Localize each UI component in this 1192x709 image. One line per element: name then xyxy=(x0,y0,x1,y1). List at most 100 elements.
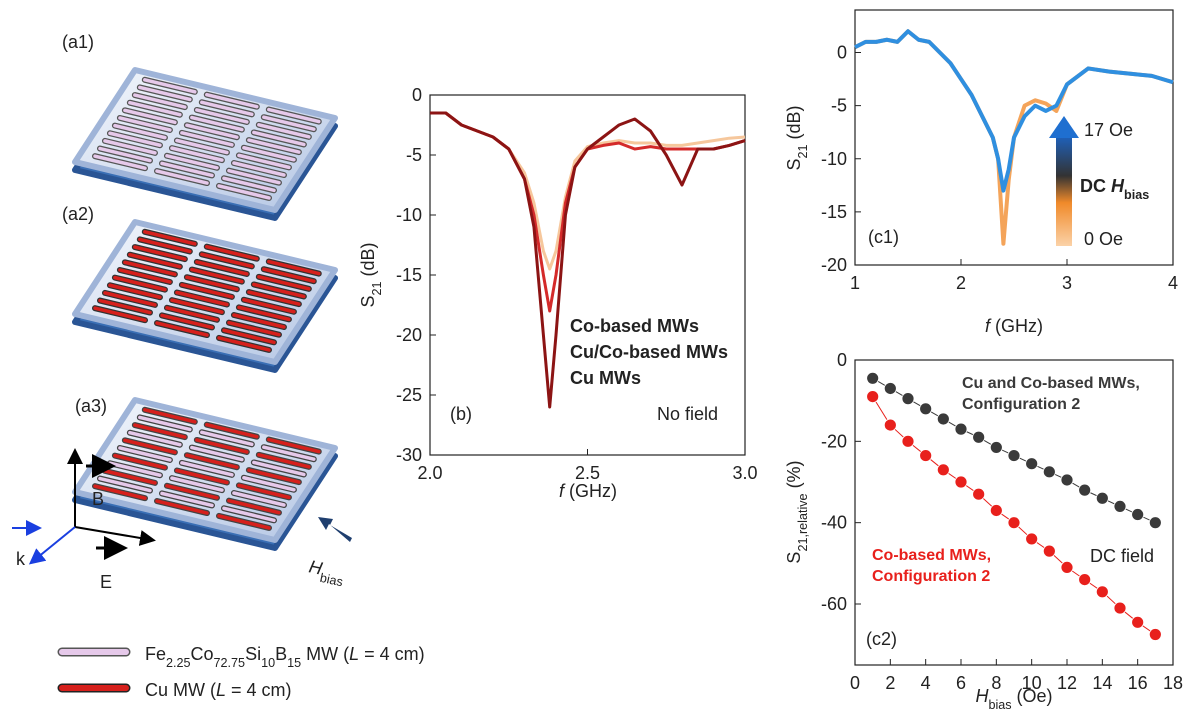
microwire xyxy=(247,138,301,154)
data-point xyxy=(866,390,880,404)
y-tick-label: -40 xyxy=(821,513,847,533)
axis-b: B xyxy=(92,489,104,509)
data-point xyxy=(901,434,915,448)
label-part: H xyxy=(975,686,989,706)
microwire xyxy=(227,320,281,337)
microwire xyxy=(113,123,167,140)
microwire xyxy=(93,154,147,170)
y-tick-label: -10 xyxy=(396,205,422,225)
microwire xyxy=(267,437,321,454)
microwire xyxy=(262,267,316,283)
label-part: = 4 cm) xyxy=(226,680,292,700)
microwire xyxy=(98,476,152,493)
data-point xyxy=(1007,516,1021,530)
label-part: f xyxy=(985,316,992,336)
annotation: No field xyxy=(657,404,718,424)
microwire xyxy=(242,145,296,162)
y-axis-label: S21 (dB) xyxy=(358,242,384,307)
microwire xyxy=(205,422,259,439)
label-part: DC xyxy=(1080,176,1111,196)
data-point xyxy=(883,418,897,432)
microwire xyxy=(98,146,152,163)
series-line xyxy=(430,111,746,409)
legend-title: DC Hbias xyxy=(1080,176,1149,202)
data-point xyxy=(1060,561,1074,574)
microwire xyxy=(175,468,229,485)
microwire xyxy=(232,161,286,177)
label-part: 15 xyxy=(287,656,301,670)
label-part: 21 xyxy=(796,144,810,158)
y-tick-label: 0 xyxy=(412,85,422,105)
microwire xyxy=(237,483,291,500)
annotation: (c1) xyxy=(868,227,899,247)
microwire xyxy=(185,123,239,139)
label-part: 10 xyxy=(261,656,275,670)
microwire xyxy=(143,230,197,246)
microwire xyxy=(180,131,234,147)
y-axis-label: S21 (dB) xyxy=(784,105,810,170)
y-tick-label: -15 xyxy=(821,202,847,222)
microwire xyxy=(217,184,271,200)
microwire xyxy=(165,154,219,170)
microwire xyxy=(232,313,286,329)
microwire xyxy=(195,438,249,454)
microwire xyxy=(123,108,177,125)
label-part: S xyxy=(784,552,804,564)
microwire xyxy=(108,461,162,478)
data-point xyxy=(883,382,897,395)
microwire xyxy=(155,499,209,515)
microwire xyxy=(138,415,192,432)
microwire xyxy=(252,282,306,299)
label-part: bias xyxy=(1124,188,1149,202)
microwire xyxy=(257,275,311,291)
label-part: S xyxy=(358,296,378,308)
data-point xyxy=(1042,544,1056,558)
microwire xyxy=(222,506,276,523)
label-part: = 4 cm) xyxy=(359,644,425,664)
x-axis-label: f (GHz) xyxy=(985,316,1043,336)
microwire xyxy=(103,139,157,155)
microwire xyxy=(190,445,244,462)
panel-label: (a3) xyxy=(75,396,107,416)
data-point xyxy=(1095,491,1109,505)
x-tick-label: 1 xyxy=(850,273,860,293)
microwire xyxy=(175,290,229,307)
data-point xyxy=(1025,532,1039,546)
label-part: (%) xyxy=(784,460,804,493)
annotation: (b) xyxy=(450,404,472,424)
microwire xyxy=(195,260,249,276)
y-tick-label: -15 xyxy=(396,265,422,285)
x-tick-label: 3 xyxy=(1062,273,1072,293)
microwire xyxy=(195,108,249,124)
c1-field-arrow xyxy=(1049,116,1079,246)
y-tick-label: -20 xyxy=(821,431,847,451)
label-part: f xyxy=(559,481,566,501)
microwire xyxy=(170,298,224,314)
label-part: Co xyxy=(191,644,214,664)
data-point xyxy=(954,422,968,436)
microwire xyxy=(98,298,152,315)
data-point xyxy=(919,449,933,462)
microwire xyxy=(108,131,162,148)
legend-text: Fe2.25Co72.75Si10B15 MW (L = 4 cm) xyxy=(145,644,425,670)
x-tick-label: 3.0 xyxy=(732,463,757,483)
y-tick-label: -5 xyxy=(831,96,847,116)
microwire xyxy=(227,168,281,185)
microwire xyxy=(222,176,276,193)
microwire xyxy=(200,430,254,447)
y-tick-label: -30 xyxy=(396,445,422,465)
data-point xyxy=(1131,508,1145,521)
y-tick-label: -20 xyxy=(396,325,422,345)
label-part: L xyxy=(216,680,226,700)
x-tick-label: 16 xyxy=(1128,673,1148,693)
microwire xyxy=(123,438,177,455)
microwire xyxy=(143,408,197,424)
microwire xyxy=(170,476,224,492)
sample-plates xyxy=(72,67,338,551)
legend-entry: Cu MWs xyxy=(570,368,641,388)
data-point xyxy=(1042,465,1056,479)
x-tick-label: 14 xyxy=(1092,673,1112,693)
legend-entry: 0 Oe xyxy=(1084,229,1123,249)
microwire xyxy=(242,475,296,492)
label-part: (GHz) xyxy=(990,316,1043,336)
